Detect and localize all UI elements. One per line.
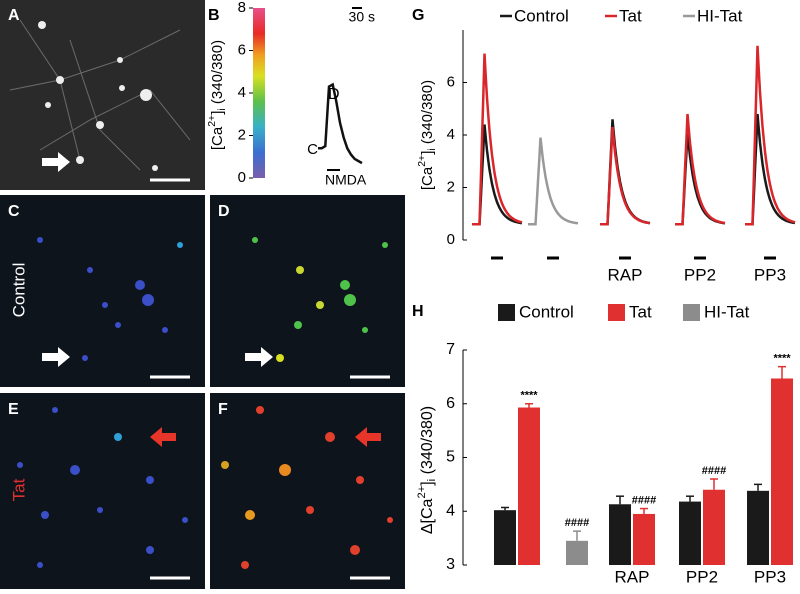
- label-part: (340/380): [419, 80, 436, 148]
- colorbar: [253, 8, 265, 178]
- panel-label: C: [8, 203, 20, 220]
- image-a: [0, 0, 205, 190]
- trace: [600, 126, 651, 226]
- significance: ****: [773, 353, 791, 365]
- x-tick-label: RAP: [615, 567, 650, 586]
- annotation: 30 s: [349, 9, 375, 25]
- y-tick-label: 0: [447, 231, 455, 248]
- label-part: i: [426, 148, 438, 150]
- y-tick-label: 8: [238, 0, 246, 16]
- panel-labels: A B C D E F G H: [8, 7, 424, 418]
- panel-label: B: [208, 7, 220, 24]
- panel-label: F: [218, 401, 228, 418]
- image-f: [210, 393, 405, 589]
- y-tick-label: 6: [238, 41, 246, 58]
- label-part: [Ca: [209, 126, 226, 150]
- y-tick-label: 7: [446, 341, 455, 358]
- bar: [566, 540, 588, 565]
- legend-swatch: [498, 304, 515, 321]
- label-part: ]: [419, 151, 436, 155]
- x-tick-label: PP3: [754, 567, 786, 586]
- bar: [679, 501, 701, 565]
- significance: ####: [565, 517, 589, 529]
- y-tick-label: 4: [447, 126, 455, 143]
- bar: [518, 407, 540, 565]
- bar: [747, 490, 769, 565]
- legend-label: HI-Tat: [704, 302, 750, 321]
- image-label: Tat: [9, 478, 28, 501]
- label-part: [Ca: [419, 166, 436, 190]
- legend-label: Tat: [619, 6, 642, 25]
- panel-label: A: [8, 7, 20, 24]
- image-label: Control: [9, 263, 28, 318]
- panel-label: G: [412, 7, 424, 24]
- trace: [745, 45, 796, 226]
- label-part: ]: [209, 111, 226, 115]
- trace: [528, 137, 579, 226]
- y-tick-label: 3: [446, 556, 455, 573]
- bar: [609, 504, 631, 565]
- legend-label: HI-Tat: [697, 6, 743, 25]
- significance: ####: [632, 494, 656, 506]
- label-part: (340/380): [419, 406, 436, 479]
- panel-label: D: [218, 203, 230, 220]
- image-d: [210, 195, 405, 387]
- legend-label: Control: [519, 302, 574, 321]
- annotation: NMDA: [325, 172, 367, 188]
- label-part: 2+: [206, 115, 218, 127]
- y-tick-label: 2: [238, 126, 246, 143]
- y-tick-label: 0: [238, 169, 246, 186]
- label-part: ]: [419, 481, 436, 485]
- y-axis-label: [Ca2+]i (340/380): [416, 80, 438, 190]
- bar: [633, 513, 655, 565]
- y-tick-label: 5: [446, 449, 455, 466]
- image-e: [0, 393, 205, 589]
- annotation: D: [328, 86, 340, 103]
- label-part: i: [426, 479, 438, 482]
- y-tick-label: 2: [447, 178, 455, 195]
- y-axis-label: Δ[Ca2+]i (340/380): [416, 406, 438, 534]
- y-tick-label: 6: [447, 73, 455, 90]
- micrographs: Control Tat: [0, 0, 405, 589]
- label-part: Δ[Ca: [419, 498, 436, 534]
- trace: [472, 53, 523, 226]
- x-tick-label: PP2: [686, 567, 718, 586]
- image-c: [0, 195, 205, 387]
- label-part: i: [216, 108, 228, 110]
- bar: [703, 489, 725, 565]
- annotation: C: [307, 141, 318, 158]
- label-part: 2+: [416, 486, 428, 499]
- bar: [771, 378, 793, 565]
- x-tick-label: PP2: [684, 265, 716, 284]
- panel-label: H: [412, 303, 424, 320]
- label-part: 2+: [416, 155, 428, 167]
- x-tick-label: RAP: [608, 265, 643, 284]
- y-tick-label: 4: [446, 502, 455, 519]
- legend-label: Tat: [629, 302, 652, 321]
- bar: [494, 510, 516, 565]
- significance: ****: [520, 390, 538, 402]
- y-tick-label: 4: [238, 84, 246, 101]
- label-part: (340/380): [209, 40, 226, 108]
- trace: [675, 113, 726, 226]
- y-axis-label: [Ca2+]i (340/380): [206, 40, 228, 150]
- significance: ####: [702, 465, 726, 477]
- panel-label: E: [8, 401, 19, 418]
- trace: [318, 82, 363, 165]
- legend-swatch: [683, 304, 700, 321]
- x-tick-label: PP3: [754, 265, 786, 284]
- legend-label: Control: [514, 6, 569, 25]
- y-tick-label: 6: [446, 395, 455, 412]
- legend-swatch: [608, 304, 625, 321]
